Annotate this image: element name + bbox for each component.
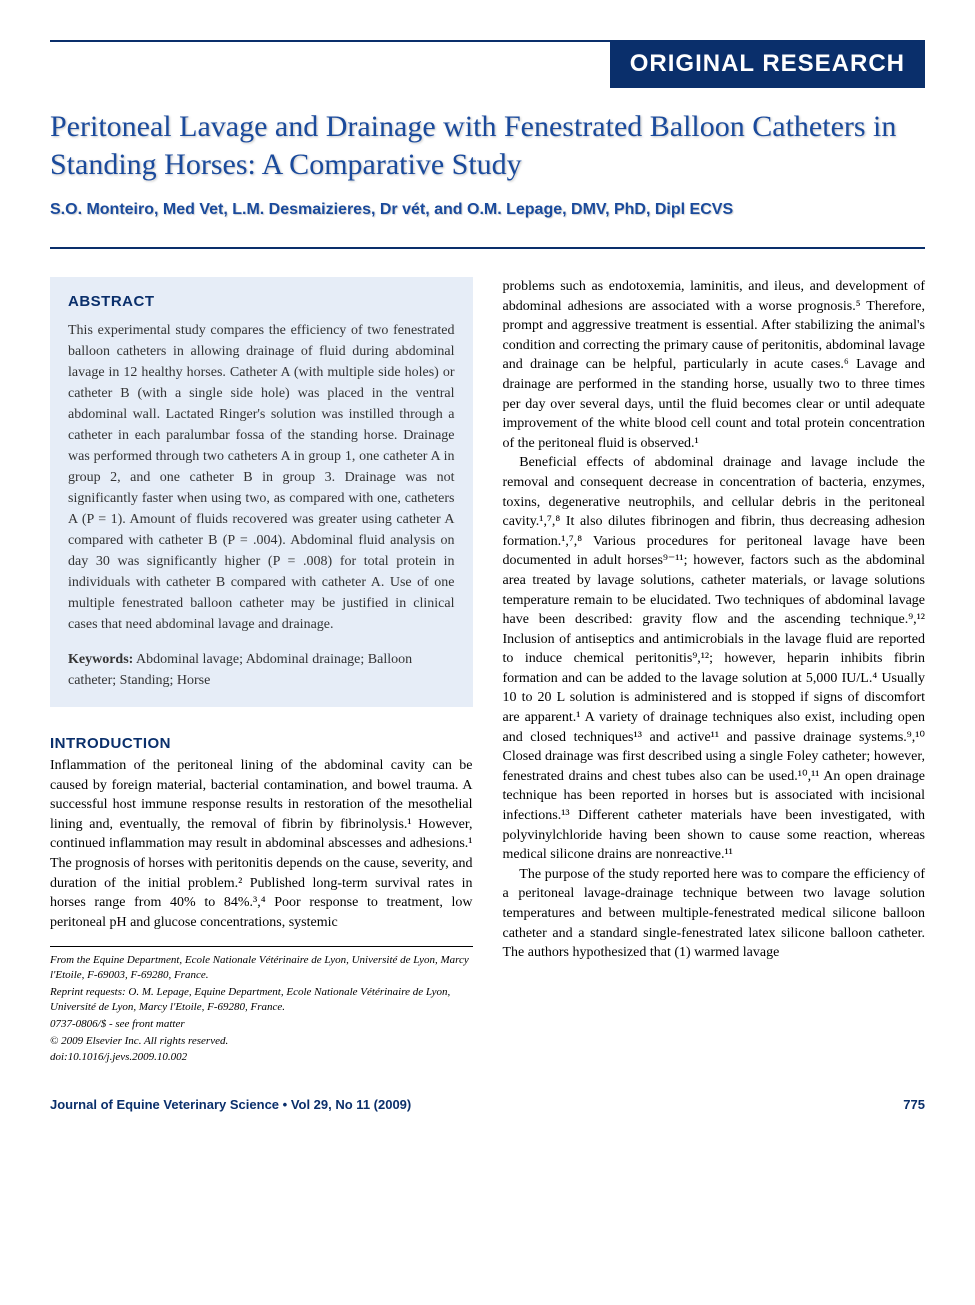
intro-para-1: Inflammation of the peritoneal lining of…: [50, 756, 473, 932]
author-byline: S.O. Monteiro, Med Vet, L.M. Desmaiziere…: [50, 201, 925, 249]
footer-bullet: •: [279, 1097, 291, 1112]
footnote-reprints: Reprint requests: O. M. Lepage, Equine D…: [50, 985, 473, 1015]
intro-para-4: The purpose of the study reported here w…: [503, 865, 926, 963]
footnote-issn: 0737-0806/$ - see front matter: [50, 1017, 473, 1032]
footnote-doi: doi:10.1016/j.jevs.2009.10.002: [50, 1050, 473, 1065]
intro-para-3: Beneficial effects of abdominal drainage…: [503, 453, 926, 864]
two-column-layout: ABSTRACT This experimental study compare…: [50, 277, 925, 1067]
section-banner: ORIGINAL RESEARCH: [610, 40, 925, 88]
right-column: problems such as endotoxemia, laminitis,…: [503, 277, 926, 1067]
footnotes: From the Equine Department, Ecole Nation…: [50, 953, 473, 1065]
footer-page-number: 775: [903, 1097, 925, 1112]
footnote-affiliation: From the Equine Department, Ecole Nation…: [50, 953, 473, 983]
abstract-box: ABSTRACT This experimental study compare…: [50, 277, 473, 707]
keywords-label: Keywords:: [68, 652, 133, 667]
intro-para-2: problems such as endotoxemia, laminitis,…: [503, 277, 926, 453]
left-column: ABSTRACT This experimental study compare…: [50, 277, 473, 1067]
footer-journal-info: Journal of Equine Veterinary Science • V…: [50, 1097, 411, 1112]
abstract-text: This experimental study compares the eff…: [68, 320, 455, 635]
introduction-right-text: problems such as endotoxemia, laminitis,…: [503, 277, 926, 963]
article-title: Peritoneal Lavage and Drainage with Fene…: [50, 108, 925, 183]
journal-page: ORIGINAL RESEARCH Peritoneal Lavage and …: [0, 0, 975, 1142]
page-footer: Journal of Equine Veterinary Science • V…: [50, 1097, 925, 1112]
footer-issue: Vol 29, No 11 (2009): [291, 1097, 411, 1112]
introduction-heading: INTRODUCTION: [50, 735, 473, 752]
footer-journal: Journal of Equine Veterinary Science: [50, 1097, 279, 1112]
abstract-heading: ABSTRACT: [68, 293, 455, 310]
top-rule: ORIGINAL RESEARCH: [50, 40, 925, 42]
footnote-rule: [50, 946, 473, 947]
keywords-block: Keywords: Abdominal lavage; Abdominal dr…: [68, 649, 455, 691]
introduction-left-text: Inflammation of the peritoneal lining of…: [50, 756, 473, 932]
footnote-copyright: © 2009 Elsevier Inc. All rights reserved…: [50, 1034, 473, 1049]
